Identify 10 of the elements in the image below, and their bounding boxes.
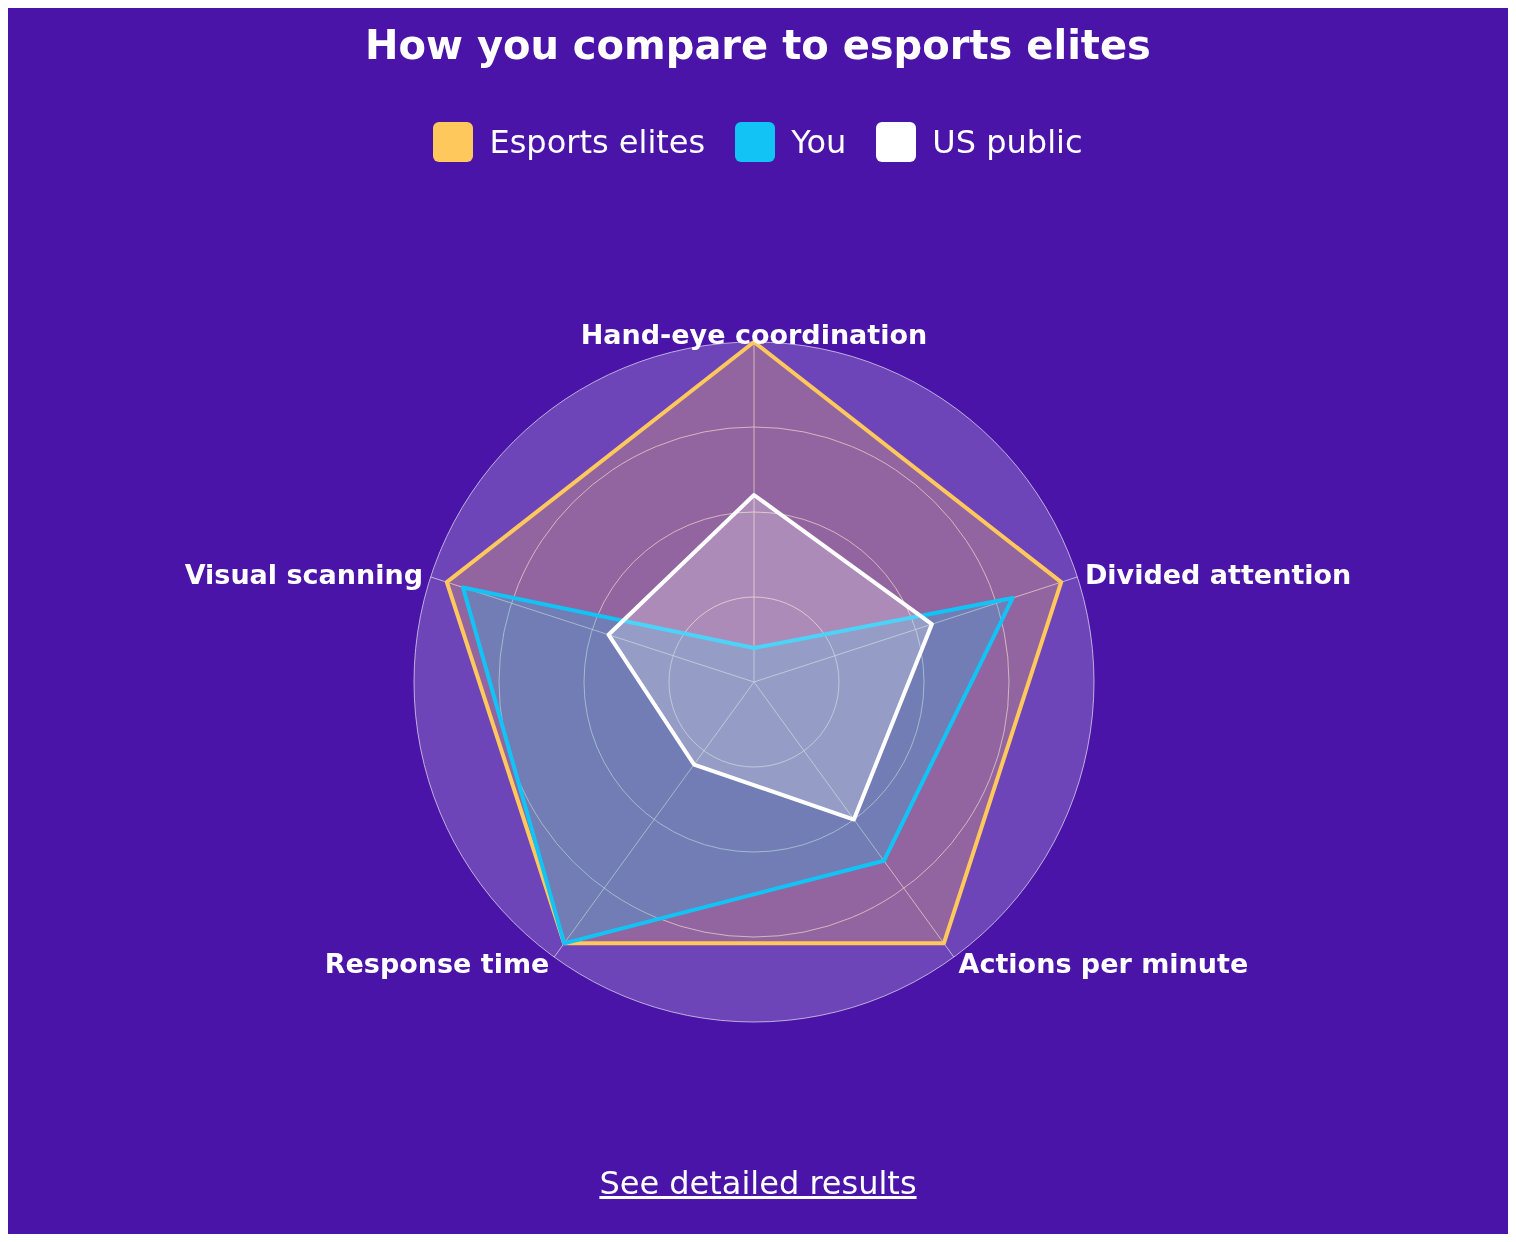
spoke-label: Hand-eye coordination (580, 318, 928, 350)
spoke-label: Divided attention (1084, 558, 1352, 590)
legend-label: US public (932, 123, 1083, 161)
spoke-label: Response time (324, 948, 550, 980)
spoke-label: Actions per minute (958, 948, 1249, 980)
spoke-label: Visual scanning (184, 558, 424, 590)
legend-label: Esports elites (489, 123, 706, 161)
text: See detailed results (598, 1164, 918, 1202)
chart-title: How you compare to esports elites (364, 22, 1152, 68)
legend-label: You (791, 123, 847, 161)
